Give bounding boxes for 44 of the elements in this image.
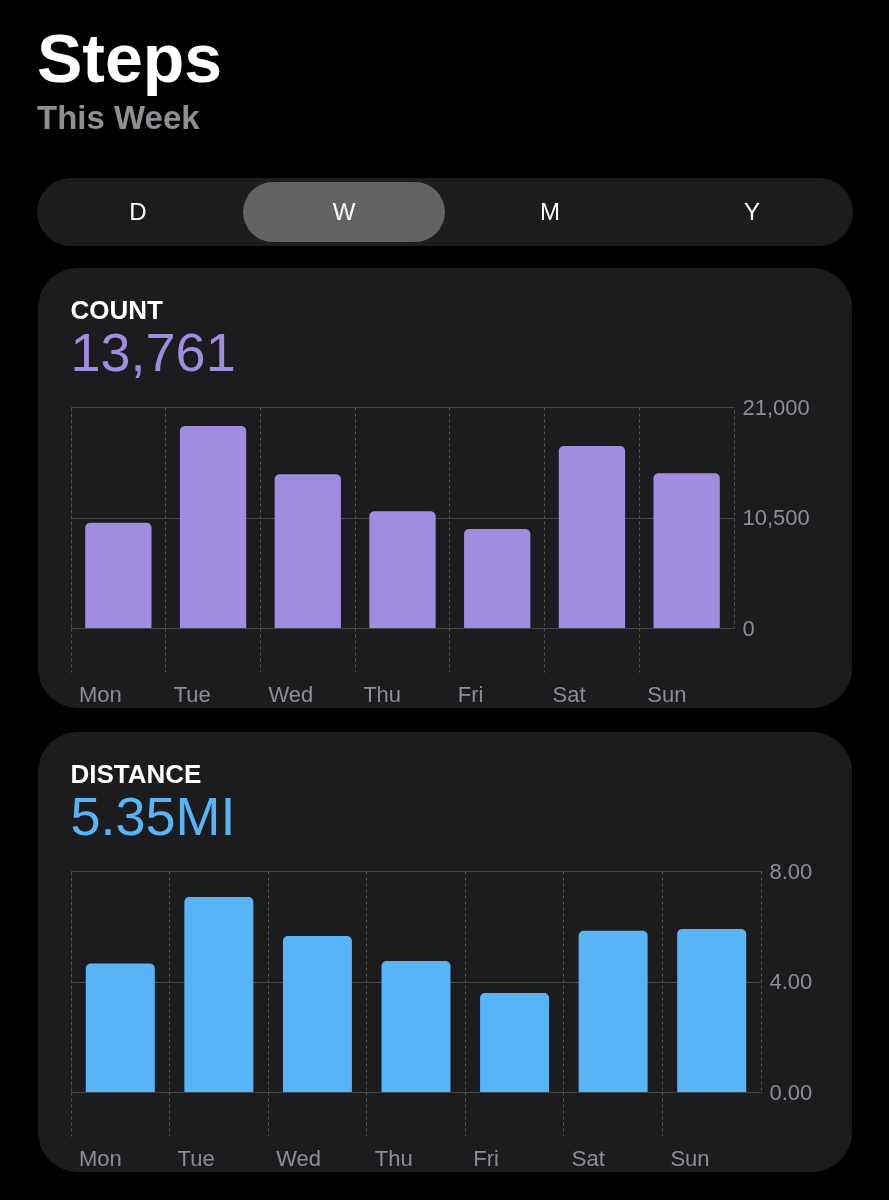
text: This Week [37, 98, 201, 138]
chart-subtitle: 13,761 [70, 322, 236, 382]
category-label: D [128, 197, 148, 227]
bar [578, 930, 648, 1092]
bar [274, 474, 341, 628]
y-tick-label: 21,000 [742, 394, 810, 420]
chart-subtitle: 5.35MI [70, 786, 236, 846]
x-tick-label: Wed [276, 1145, 321, 1171]
bar [85, 522, 152, 628]
bar [85, 963, 155, 1092]
x-tick-label: Fri [473, 1145, 499, 1171]
x-tick-label: Fri [457, 681, 484, 707]
x-tick-label: Sat [552, 681, 586, 707]
x-tick-label: Thu [363, 681, 402, 707]
x-tick-label: Thu [374, 1145, 413, 1171]
x-tick-label: Tue [173, 681, 211, 707]
bar [369, 511, 436, 628]
x-tick-label: Sat [571, 1145, 605, 1171]
x-tick-label: Wed [268, 681, 314, 707]
bar [179, 425, 247, 628]
bar [677, 929, 747, 1092]
bar [282, 935, 352, 1092]
y-tick-label: 8.00 [769, 858, 813, 884]
y-tick-label: 0.00 [769, 1079, 813, 1105]
chart-title: DISTANCE [70, 759, 202, 789]
category-label: Y [743, 197, 761, 227]
bar [558, 445, 626, 628]
x-tick-label: Sun [647, 681, 687, 707]
category-label: M [539, 197, 561, 227]
y-tick-label: 4.00 [769, 969, 813, 994]
chart-title: COUNT [70, 295, 164, 325]
bar [184, 896, 254, 1092]
x-tick-label: Mon [79, 681, 122, 707]
bar [381, 961, 451, 1092]
y-tick-label: 10,500 [742, 505, 810, 530]
bar [480, 993, 550, 1092]
x-tick-label: Tue [177, 1145, 215, 1171]
bar [653, 473, 720, 628]
y-tick-label: 0 [742, 615, 755, 641]
text: Steps [37, 19, 224, 98]
x-tick-label: Sun [670, 1145, 710, 1171]
x-tick-label: Mon [79, 1145, 122, 1171]
category-label: W [243, 182, 445, 242]
bar [464, 529, 531, 628]
